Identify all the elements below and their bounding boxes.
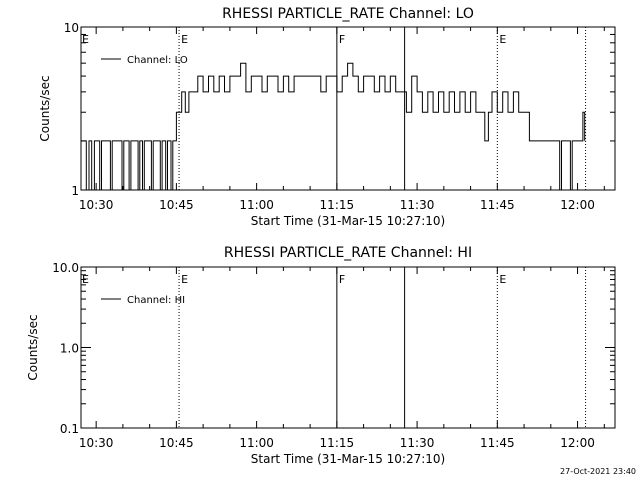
panel1-y-tick-label: 1 [71, 184, 79, 198]
panel1-plot-frame [80, 26, 616, 191]
panel1-y-axis-label: Counts/sec [38, 75, 52, 141]
panel2-x-tick-label: 10:45 [159, 436, 194, 450]
panel2-y-tick-label: 1.0 [60, 342, 79, 356]
panel2-x-tick-label: 12:00 [560, 436, 595, 450]
panel1-x-axis-label: Start Time (31-Mar-15 10:27:10) [251, 214, 445, 228]
panel2-event-marker-label-left: E [82, 273, 89, 286]
panel2-legend-label: Channel: HI [127, 295, 185, 306]
panel2-x-axis-label: Start Time (31-Mar-15 10:27:10) [251, 452, 445, 466]
panel2-event-marker-label: E [499, 273, 506, 286]
panel1-event-marker-label: E [181, 33, 188, 46]
panel1-event-marker-label: E [499, 33, 506, 46]
panel1-x-tick-label: 10:30 [79, 198, 114, 212]
panel1-x-tick-label: 10:45 [159, 198, 194, 212]
panel2-x-tick-label: 10:30 [79, 436, 114, 450]
footer-timestamp: 27-Oct-2021 23:40 [560, 467, 636, 476]
panel1-chart-title: RHESSI PARTICLE_RATE Channel: LO [222, 6, 474, 22]
panel1-x-tick-label: 11:15 [320, 198, 355, 212]
panel2-chart-title: RHESSI PARTICLE_RATE Channel: HI [224, 245, 472, 261]
panel1-x-tick-label: 11:30 [400, 198, 435, 212]
panel1-legend-label: Channel: LO [127, 55, 188, 66]
panel1-series-line [81, 62, 586, 191]
panel2-x-tick-label: 11:30 [400, 436, 435, 450]
panel2-y-tick-label: 0.1 [60, 422, 79, 436]
panel2-x-tick-label: 11:15 [320, 436, 355, 450]
panel2-x-tick-label: 11:45 [480, 436, 515, 450]
panel1-x-tick-label: 11:00 [239, 198, 274, 212]
panel1-y-tick-label: 10 [64, 21, 79, 35]
panel2-y-tick-label: 10.0 [52, 261, 79, 275]
panel1-x-tick-label: 12:00 [560, 198, 595, 212]
panel2-x-tick-label: 11:00 [239, 436, 274, 450]
panel2-event-marker-label: E [181, 273, 188, 286]
panel1-event-marker-label-left: E [82, 33, 89, 46]
panel1-event-marker-label: F [339, 33, 345, 46]
panel2-event-marker-label: F [339, 273, 345, 286]
panel2-y-axis-label: Counts/sec [26, 314, 40, 380]
panel1-x-tick-label: 11:45 [480, 198, 515, 212]
